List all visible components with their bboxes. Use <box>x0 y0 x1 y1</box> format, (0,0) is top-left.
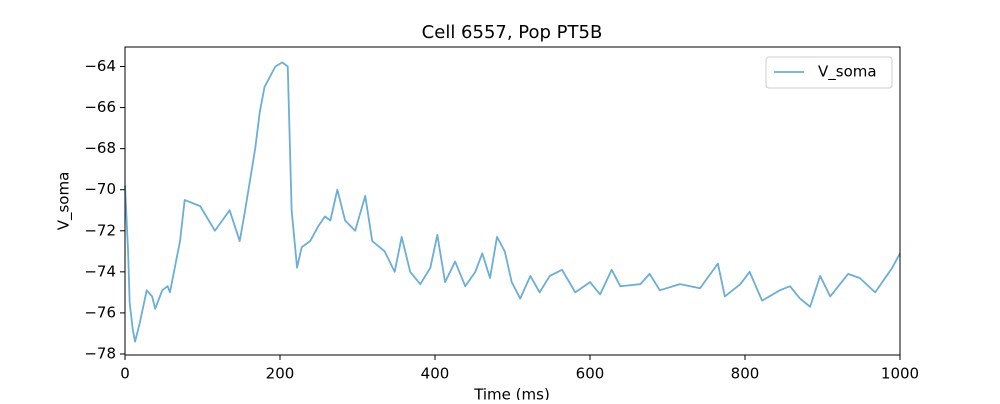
x-tick-label: 400 <box>421 365 450 383</box>
chart-title: Cell 6557, Pop PT5B <box>422 22 603 43</box>
y-tick-label: −64 <box>84 57 116 75</box>
y-tick-label: −68 <box>84 139 116 157</box>
y-tick-label: −78 <box>84 344 116 362</box>
x-axis-label: Time (ms) <box>473 386 550 401</box>
y-tick-label: −66 <box>84 98 116 116</box>
x-tick-label: 0 <box>120 365 130 383</box>
legend-label: V_soma <box>818 63 877 82</box>
x-tick-label: 800 <box>731 365 760 383</box>
y-tick-label: −76 <box>84 303 116 321</box>
x-tick-label: 200 <box>266 365 295 383</box>
legend-box <box>765 56 893 89</box>
axes-frame <box>124 46 901 356</box>
y-tick-label: −74 <box>84 262 116 280</box>
line <box>124 61 901 343</box>
y-tick-label: −70 <box>84 180 116 198</box>
x-tick-label: 600 <box>576 365 605 383</box>
y-tick-label: −72 <box>84 221 116 239</box>
x-tick-label: 1000 <box>881 365 919 383</box>
y-axis-label: V_soma <box>55 172 74 231</box>
